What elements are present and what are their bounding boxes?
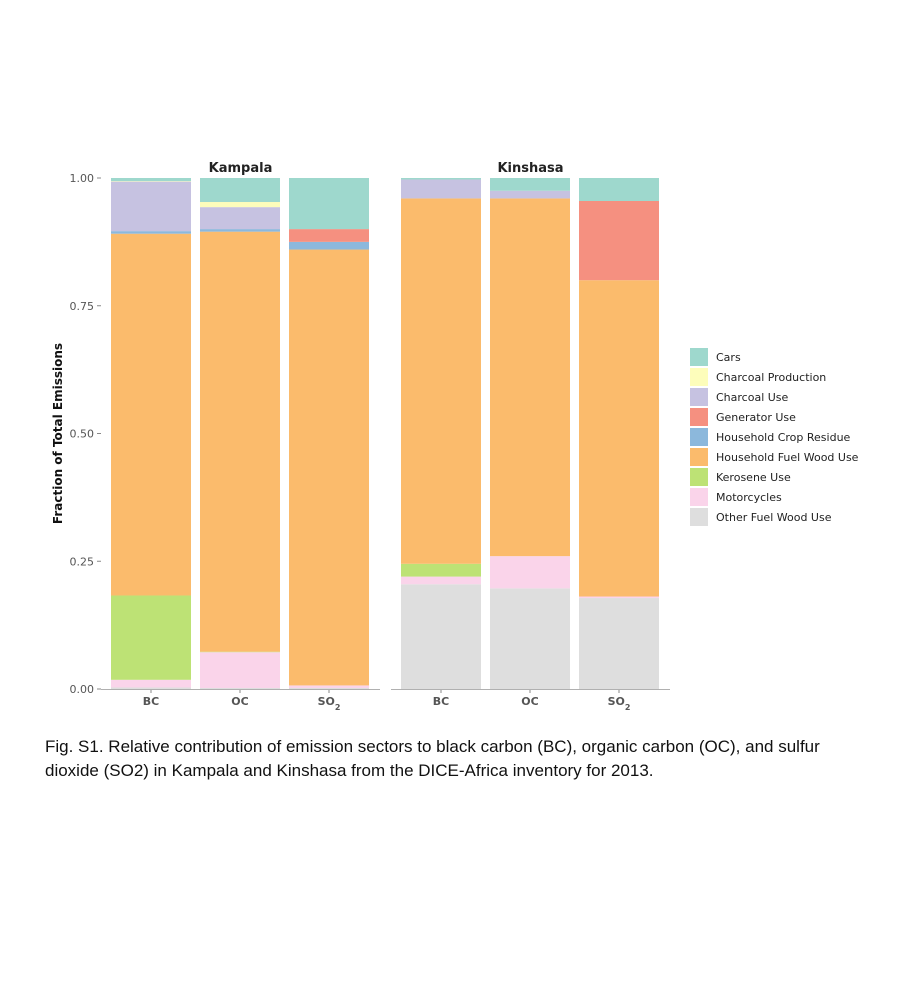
bar-segment-household-fuel-wood-use — [200, 231, 280, 652]
panel-title: Kinshasa — [497, 161, 563, 176]
bar-segment-household-fuel-wood-use — [289, 249, 369, 686]
y-tick-label: 1.00 — [70, 172, 95, 185]
bar-segment-other-fuel-wood-use — [490, 588, 570, 689]
bar-segment-generator-use — [579, 200, 659, 281]
legend-swatch — [690, 468, 708, 486]
legend-item: Household Crop Residue — [690, 428, 851, 446]
bar-segment-charcoal-production — [200, 202, 280, 208]
y-tick-label: 0.25 — [70, 555, 95, 568]
x-tick-label: BC — [143, 695, 159, 708]
bar-segment-cars — [401, 178, 481, 180]
legend-swatch — [690, 428, 708, 446]
bar-segment-household-crop-residue — [111, 231, 191, 234]
legend-label: Household Crop Residue — [716, 431, 851, 444]
legend: Cars Charcoal Production Charcoal Use Gener… — [690, 348, 859, 526]
legend-item: Charcoal Production — [690, 368, 826, 386]
legend-swatch — [690, 488, 708, 506]
bar-segment-other-fuel-wood-use — [289, 687, 369, 689]
y-tick-label: 0.75 — [70, 300, 95, 313]
bar-segment-charcoal-use — [490, 190, 570, 199]
bar-segment-cars — [289, 178, 369, 230]
legend-item: Generator Use — [690, 408, 796, 426]
bar-segment-motorcycles — [111, 679, 191, 688]
legend-label: Generator Use — [716, 411, 796, 424]
bar-segment-household-crop-residue — [289, 241, 369, 250]
legend-item: Kerosene Use — [690, 468, 791, 486]
bar-segment-motorcycles — [200, 652, 280, 688]
y-tick-label: 0.00 — [70, 683, 95, 696]
bar-segment-charcoal-use — [111, 181, 191, 232]
panel-title: Kampala — [209, 161, 273, 176]
legend-label: Charcoal Use — [716, 391, 789, 404]
x-tick-label: SO2 — [608, 695, 631, 712]
y-tick-label: 0.50 — [70, 428, 95, 441]
legend-label: Household Fuel Wood Use — [716, 451, 859, 464]
legend-swatch — [690, 508, 708, 526]
bar-segment-charcoal-use — [200, 207, 280, 230]
bar-segment-other-fuel-wood-use — [401, 584, 481, 689]
legend-swatch — [690, 388, 708, 406]
x-tick-label: OC — [521, 695, 538, 708]
panel-kampala: Kampala BC OC SO2 — [101, 161, 380, 712]
legend-label: Charcoal Production — [716, 371, 826, 384]
figure-caption: Fig. S1. Relative contribution of emissi… — [45, 737, 820, 780]
legend-item: Other Fuel Wood Use — [690, 508, 832, 526]
bar-segment-charcoal-use — [401, 179, 481, 199]
bar-segment-motorcycles — [490, 556, 570, 589]
bar-segment-household-fuel-wood-use — [490, 198, 570, 557]
legend-label: Kerosene Use — [716, 471, 791, 484]
x-tick-label: BC — [433, 695, 449, 708]
bar-segment-kerosene-use — [401, 563, 481, 577]
bar-segment-kerosene-use — [200, 651, 280, 653]
bar-segment-charcoal-production — [111, 181, 191, 182]
panel-kinshasa: Kinshasa BC OC SO2 — [391, 161, 670, 712]
x-tick-label: SO2 — [318, 695, 341, 712]
legend-label: Motorcycles — [716, 491, 782, 504]
bar-segment-household-fuel-wood-use — [579, 280, 659, 597]
y-axis-title: Fraction of Total Emissions — [51, 343, 65, 524]
bar-segment-cars — [200, 178, 280, 203]
legend-swatch — [690, 348, 708, 366]
stacked-bar-figure: Fraction of Total Emissions 0.00 0.25 0.50 0… — [51, 161, 859, 712]
bar-segment-other-fuel-wood-use — [111, 687, 191, 689]
bar-segment-other-fuel-wood-use — [200, 687, 280, 689]
bar-segment-cars — [579, 178, 659, 201]
bar-segment-household-crop-residue — [200, 229, 280, 232]
legend-swatch — [690, 408, 708, 426]
legend-item: Charcoal Use — [690, 388, 789, 406]
bar-segment-cars — [490, 178, 570, 191]
bar-segment-other-fuel-wood-use — [579, 598, 659, 689]
bar-segment-household-fuel-wood-use — [401, 198, 481, 564]
bar-segment-motorcycles — [289, 685, 369, 688]
legend-swatch — [690, 368, 708, 386]
legend-label: Cars — [716, 351, 741, 364]
legend-item: Household Fuel Wood Use — [690, 448, 859, 466]
legend-item: Cars — [690, 348, 741, 366]
bar-segment-motorcycles — [579, 596, 659, 599]
legend-swatch — [690, 448, 708, 466]
plot-area: Fraction of Total Emissions 0.00 0.25 0.50 0… — [51, 161, 670, 712]
bar-segment-household-fuel-wood-use — [111, 233, 191, 596]
bar-segment-motorcycles — [401, 576, 481, 585]
x-tick-label: OC — [231, 695, 248, 708]
legend-item: Motorcycles — [690, 488, 782, 506]
legend-label: Other Fuel Wood Use — [716, 511, 832, 524]
bar-segment-cars — [111, 178, 191, 182]
bar-segment-kerosene-use — [111, 595, 191, 680]
bar-segment-generator-use — [289, 229, 369, 242]
